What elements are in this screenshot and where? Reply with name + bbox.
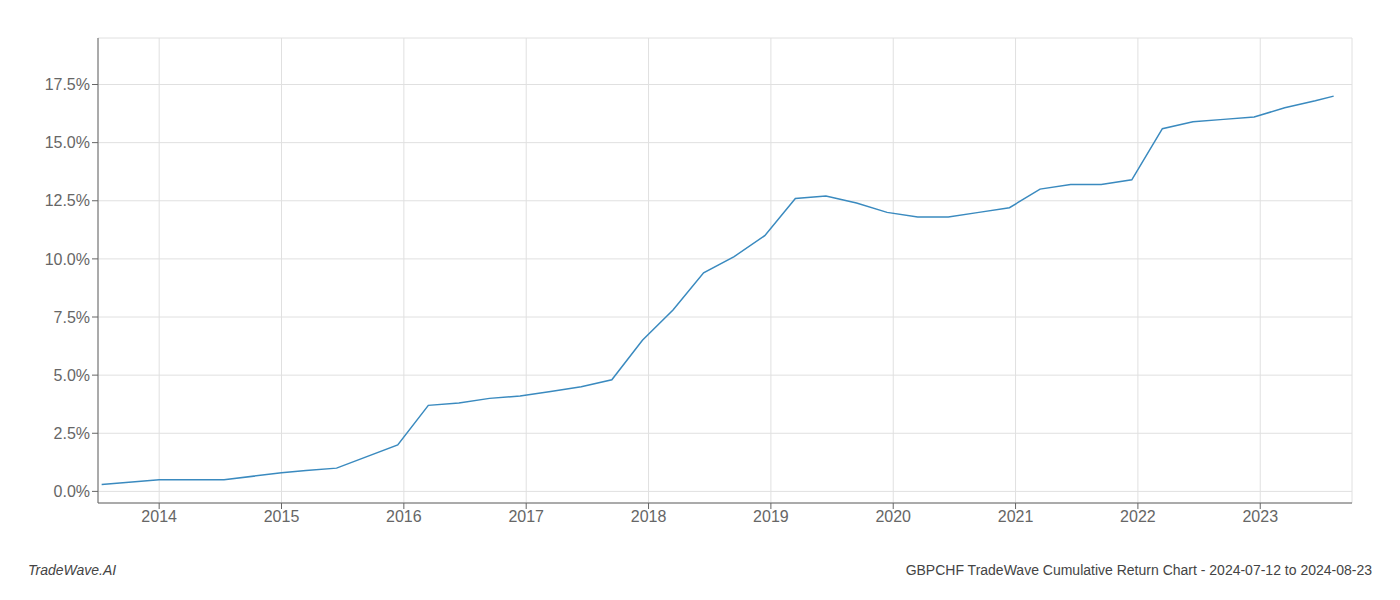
svg-text:2019: 2019: [753, 508, 789, 525]
svg-text:2020: 2020: [875, 508, 911, 525]
svg-text:2017: 2017: [508, 508, 544, 525]
svg-text:17.5%: 17.5%: [45, 76, 90, 93]
html-text:TradeWave.AI: TradeWave.AI: [28, 562, 117, 578]
html-text:GBPCHF TradeWave Cumulative Re: GBPCHF TradeWave Cumulative Return Chart…: [905, 562, 1372, 578]
svg-text:2.5%: 2.5%: [54, 425, 90, 442]
svg-text:2022: 2022: [1120, 508, 1156, 525]
svg-text:10.0%: 10.0%: [45, 251, 90, 268]
svg-text:2023: 2023: [1242, 508, 1278, 525]
svg-text:0.0%: 0.0%: [54, 483, 90, 500]
svg-text:2014: 2014: [141, 508, 177, 525]
svg-text:2015: 2015: [264, 508, 300, 525]
svg-text:7.5%: 7.5%: [54, 309, 90, 326]
svg-text:2018: 2018: [631, 508, 667, 525]
svg-text:15.0%: 15.0%: [45, 134, 90, 151]
svg-text:2016: 2016: [386, 508, 422, 525]
svg-text:5.0%: 5.0%: [54, 367, 90, 384]
svg-text:12.5%: 12.5%: [45, 192, 90, 209]
svg-text:2021: 2021: [998, 508, 1034, 525]
